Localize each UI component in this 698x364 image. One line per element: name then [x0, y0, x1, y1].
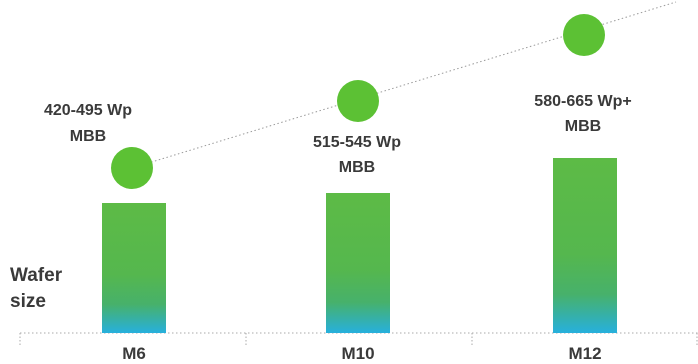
x-tick-label-m10: M10: [341, 344, 374, 363]
power-label-m6-line1: 420-495 Wp: [44, 102, 132, 119]
power-label-m12-line1: 580-665 Wp+: [534, 93, 631, 110]
marker-m6: [111, 147, 153, 189]
power-label-m10-line1: 515-545 Wp: [313, 134, 401, 151]
bar-m10: [326, 193, 390, 333]
marker-m12: [563, 14, 605, 56]
trend-line: [131, 1, 677, 169]
x-tick-label-m12: M12: [568, 344, 601, 363]
x-tick-label-m6: M6: [122, 344, 146, 363]
power-label-m12-line2: MBB: [565, 118, 601, 135]
bar-m6: [102, 203, 166, 333]
marker-m10: [337, 80, 379, 122]
bar-m12: [553, 158, 617, 333]
y-axis-label-line2: size: [10, 291, 46, 312]
y-axis-label-line1: Wafer: [10, 265, 63, 286]
power-label-m6-line2: MBB: [70, 128, 106, 145]
power-label-m10-line2: MBB: [339, 159, 375, 176]
